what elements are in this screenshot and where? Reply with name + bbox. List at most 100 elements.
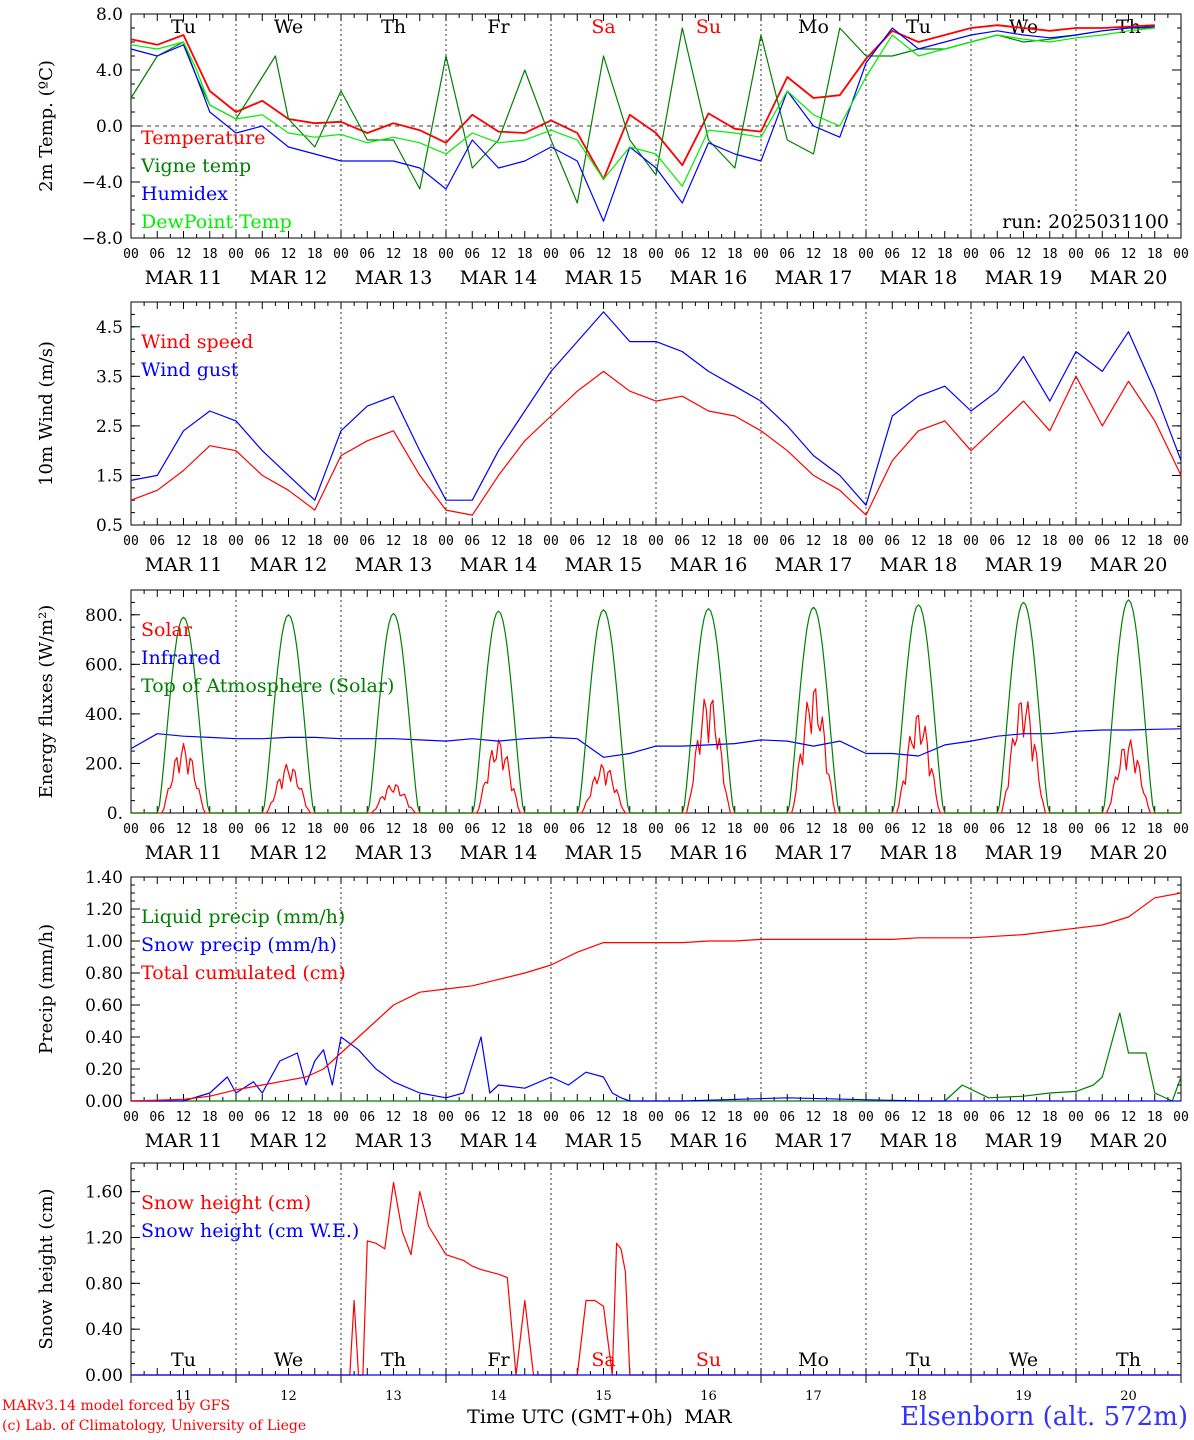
- temp-hour-tick-label: 00: [963, 247, 979, 262]
- snow-day-number: 15: [595, 1389, 612, 1404]
- temp-hour-tick-label: 00: [333, 247, 349, 262]
- wind-hour-tick-label: 18: [727, 534, 743, 549]
- precip-hour-tick-label: 12: [281, 1110, 297, 1125]
- precip-hour-tick-label: 06: [254, 1110, 270, 1125]
- precip-y-tick-label: 0.20: [85, 1060, 123, 1080]
- temp-date-label: MAR 17: [775, 267, 853, 289]
- snow-legend-entry: Snow height (cm): [141, 1192, 311, 1214]
- energy-series-top-of-atmosphere-solar: [131, 599, 1181, 814]
- precip-hour-tick-label: 06: [674, 1110, 690, 1125]
- precip-hour-tick-label: 00: [858, 1110, 874, 1125]
- temp-y-tick-label: −8.0: [82, 229, 123, 249]
- temp-legend-entry: Temperature: [141, 127, 265, 149]
- precip-hour-tick-label: 06: [464, 1110, 480, 1125]
- temp-hour-tick-label: 12: [386, 247, 402, 262]
- energy-hour-tick-label: 18: [1147, 822, 1163, 837]
- precip-legend-entry: Total cumulated (cm): [141, 962, 346, 984]
- temp-hour-tick-label: 18: [622, 247, 638, 262]
- wind-hour-tick-label: 06: [989, 534, 1005, 549]
- precip-date-label: MAR 20: [1090, 1130, 1168, 1152]
- energy-hour-tick-label: 06: [1094, 822, 1110, 837]
- wind-hour-tick-label: 12: [281, 534, 297, 549]
- energy-y-tick-label: 600.: [85, 655, 123, 675]
- energy-hour-tick-label: 18: [517, 822, 533, 837]
- temp-hour-tick-label: 12: [491, 247, 507, 262]
- energy-y-tick-label: 800.: [85, 606, 123, 626]
- wind-series-wind-gust: [130, 311, 1182, 506]
- wind-y-tick-label: 1.5: [96, 466, 123, 486]
- temp-hour-tick-label: 06: [569, 247, 585, 262]
- temp-hour-tick-label: 12: [596, 247, 612, 262]
- temp-date-label: MAR 20: [1090, 267, 1168, 289]
- energy-hour-tick-label: 00: [228, 822, 244, 837]
- precip-date-label: MAR 16: [670, 1130, 748, 1152]
- energy-date-label: MAR 18: [880, 842, 958, 864]
- energy-legend-entry: Top of Atmosphere (Solar): [141, 675, 394, 697]
- precip-series-liquid-precip-mm-h: [131, 1012, 1182, 1102]
- precip-hour-tick-label: 18: [832, 1110, 848, 1125]
- energy-hour-tick-label: 12: [911, 822, 927, 837]
- snow-y-tick-label: 0.40: [85, 1320, 123, 1340]
- precip-hour-tick-label: 12: [176, 1110, 192, 1125]
- precip-hour-tick-label: 18: [1147, 1110, 1163, 1125]
- wind-hour-tick-label: 06: [1094, 534, 1110, 549]
- energy-legend-entry: Infrared: [141, 647, 221, 669]
- wind-hour-tick-label: 18: [1147, 534, 1163, 549]
- temp-date-label: MAR 11: [145, 267, 223, 289]
- temp-hour-tick-label: 06: [884, 247, 900, 262]
- precip-y-tick-label: 0.00: [85, 1092, 123, 1112]
- energy-hour-tick-label: 06: [149, 822, 165, 837]
- energy-hour-tick-label: 18: [412, 822, 428, 837]
- energy-hour-tick-label: 12: [1121, 822, 1137, 837]
- temp-hour-tick-label: 06: [254, 247, 270, 262]
- wind-hour-tick-label: 00: [333, 534, 349, 549]
- snow-day-number: 19: [1015, 1389, 1032, 1404]
- wind-hour-tick-label: 00: [543, 534, 559, 549]
- wind-hour-tick-label: 18: [307, 534, 323, 549]
- precip-y-tick-label: 1.40: [85, 868, 123, 888]
- snow-day-name: Mo: [798, 1349, 829, 1371]
- energy-hour-tick-label: 00: [1173, 822, 1189, 837]
- temp-hour-tick-label: 18: [517, 247, 533, 262]
- temp-hour-tick-label: 00: [753, 247, 769, 262]
- energy-date-label: MAR 14: [460, 842, 538, 864]
- temp-date-label: MAR 14: [460, 267, 538, 289]
- temp-date-label: MAR 12: [250, 267, 328, 289]
- energy-hour-tick-label: 12: [806, 822, 822, 837]
- wind-date-label: MAR 16: [670, 554, 748, 576]
- precip-y-tick-label: 1.20: [85, 900, 123, 920]
- energy-hour-tick-label: 00: [753, 822, 769, 837]
- wind-y-tick-label: 0.5: [96, 516, 123, 536]
- wind-hour-tick-label: 12: [491, 534, 507, 549]
- energy-hour-tick-label: 06: [359, 822, 375, 837]
- energy-hour-tick-label: 06: [989, 822, 1005, 837]
- snow-y-axis-label: Snow height (cm): [36, 1188, 57, 1349]
- precip-hour-tick-label: 18: [937, 1110, 953, 1125]
- precip-date-label: MAR 15: [565, 1130, 643, 1152]
- precip-y-tick-label: 0.60: [85, 996, 123, 1016]
- temp-day-name: Tu: [171, 16, 196, 38]
- precip-hour-tick-label: 06: [359, 1110, 375, 1125]
- precip-hour-tick-label: 12: [491, 1110, 507, 1125]
- snow-day-name: We: [1009, 1349, 1038, 1371]
- temp-day-name: Mo: [798, 16, 829, 38]
- energy-hour-tick-label: 12: [491, 822, 507, 837]
- energy-hour-tick-label: 18: [307, 822, 323, 837]
- precip-hour-tick-label: 18: [307, 1110, 323, 1125]
- temp-hour-tick-label: 18: [307, 247, 323, 262]
- wind-hour-tick-label: 06: [149, 534, 165, 549]
- wind-legend-entry: Wind speed: [141, 331, 253, 353]
- precip-date-label: MAR 19: [985, 1130, 1063, 1152]
- wind-hour-tick-label: 18: [832, 534, 848, 549]
- snow-day-number: 13: [385, 1389, 402, 1404]
- snow-day-name: Th: [381, 1349, 406, 1371]
- temp-day-name: Tu: [906, 16, 931, 38]
- precip-hour-tick-label: 06: [779, 1110, 795, 1125]
- snow-y-tick-label: 1.60: [85, 1183, 123, 1203]
- snow-y-tick-label: 1.20: [85, 1228, 123, 1248]
- snow-day-name: Tu: [906, 1349, 931, 1371]
- energy-hour-tick-label: 18: [1042, 822, 1058, 837]
- energy-hour-tick-label: 18: [937, 822, 953, 837]
- temp-day-name: We: [1009, 16, 1038, 38]
- temp-hour-tick-label: 18: [1042, 247, 1058, 262]
